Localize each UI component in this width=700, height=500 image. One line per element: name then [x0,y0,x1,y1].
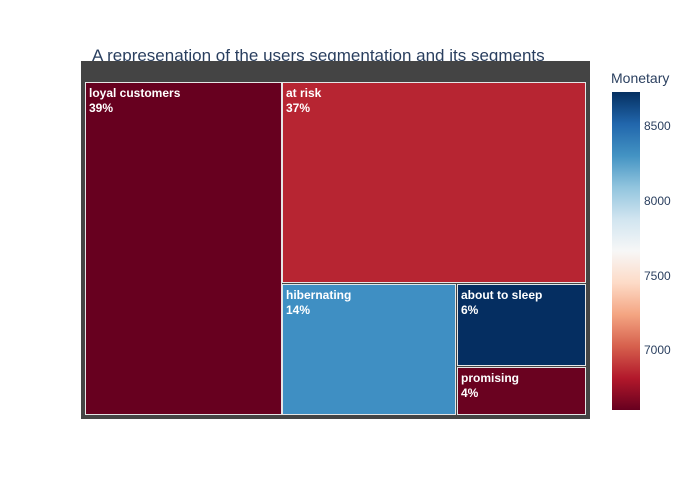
tile-loyal-customers[interactable]: loyal customers 39% [85,82,282,415]
tile-at-risk[interactable]: at risk 37% [282,82,586,283]
colorbar-title: Monetary [611,70,670,86]
colorbar-tick-label: 8000 [644,193,671,208]
segment-name: at risk [286,86,322,100]
chart-title: A represenation of the users segmentatio… [92,46,545,65]
tile-label: hibernating 14% [286,288,351,318]
segment-name: about to sleep [461,288,543,302]
tile-label: loyal customers 39% [89,86,180,116]
segment-name: promising [461,371,520,385]
tile-label: promising 4% [461,371,519,401]
segment-percent: 14% [286,303,311,317]
segment-percent: 39% [89,101,114,115]
segment-percent: 37% [286,101,311,115]
segment-name: loyal customers [89,86,181,100]
colorbar-tick-label: 7000 [644,343,671,358]
tile-hibernating[interactable]: hibernating 14% [282,284,456,415]
segment-percent: 4% [461,386,479,400]
segment-percent: 6% [461,303,479,317]
treemap-root[interactable]: loyal customers 39% at risk 37% hibernating 1… [81,61,590,419]
colorbar-tick-label: 8500 [644,119,671,134]
tile-label: at risk 37% [286,86,321,116]
tile-promising[interactable]: promising 4% [457,367,586,415]
tile-about-to-sleep[interactable]: about to sleep 6% [457,284,586,366]
segment-name: hibernating [286,288,352,302]
tile-label: about to sleep 6% [461,288,542,318]
colorbar-tick-label: 7500 [644,268,671,283]
colorbar [612,92,640,410]
